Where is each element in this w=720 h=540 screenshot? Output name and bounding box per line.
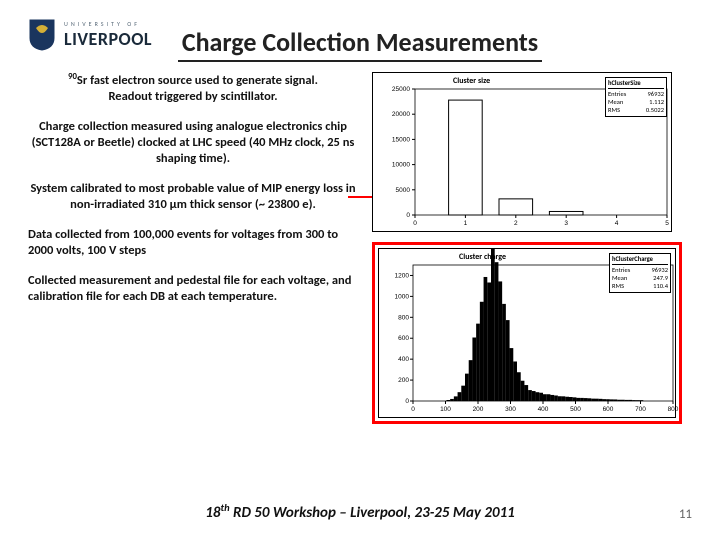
logo-liverpool: LIVERPOOL: [64, 28, 152, 50]
chart2-title: Cluster charge: [459, 252, 506, 262]
svg-text:0: 0: [405, 398, 409, 405]
chart1-title: Cluster size: [453, 76, 490, 86]
svg-text:600: 600: [603, 406, 614, 413]
crest-icon: [28, 18, 56, 52]
svg-text:200: 200: [398, 377, 409, 384]
svg-text:1200: 1200: [395, 272, 410, 279]
svg-text:700: 700: [635, 406, 646, 413]
svg-text:20000: 20000: [392, 111, 410, 118]
para-chip: Charge collection measured using analogu…: [28, 119, 358, 167]
svg-text:0: 0: [413, 220, 417, 227]
chart-cluster-size: Cluster size hClusterSize Entries96932 M…: [372, 72, 672, 232]
svg-text:10000: 10000: [392, 162, 410, 169]
svg-text:4: 4: [615, 220, 619, 227]
svg-text:200: 200: [473, 406, 484, 413]
svg-text:400: 400: [398, 356, 409, 363]
para-calib: System calibrated to most probable value…: [28, 181, 358, 213]
svg-text:800: 800: [668, 406, 679, 413]
chart1-stats: hClusterSize Entries96932 Mean1.112 RMS0…: [605, 77, 667, 117]
svg-text:3: 3: [564, 220, 568, 227]
para-files: Collected measurement and pedestal file …: [28, 273, 358, 305]
para-source: 90Sr fast electron source used to genera…: [28, 72, 358, 105]
svg-text:1000: 1000: [395, 293, 410, 300]
chart-column: Cluster size hClusterSize Entries96932 M…: [372, 72, 692, 424]
logo-univ: UNIVERSITY OF: [64, 20, 152, 28]
svg-text:100: 100: [440, 406, 451, 413]
chart-cluster-charge: Cluster charge hClusterCharge Entries969…: [378, 248, 676, 418]
svg-text:2: 2: [514, 220, 518, 227]
page-title: Charge Collection Measurements: [178, 26, 542, 62]
text-column: 90Sr fast electron source used to genera…: [28, 72, 358, 424]
svg-text:400: 400: [538, 406, 549, 413]
page-number: 11: [679, 507, 692, 522]
chart2-stats: hClusterCharge Entries96932 Mean247.9 RM…: [609, 253, 671, 293]
svg-text:300: 300: [505, 406, 516, 413]
svg-text:800: 800: [398, 314, 409, 321]
svg-text:25000: 25000: [392, 86, 410, 93]
svg-text:15000: 15000: [392, 136, 410, 143]
svg-text:1: 1: [464, 220, 468, 227]
svg-text:500: 500: [570, 406, 581, 413]
svg-text:600: 600: [398, 335, 409, 342]
svg-text:0: 0: [411, 406, 415, 413]
svg-text:5000: 5000: [396, 187, 411, 194]
para-data: Data collected from 100,000 events for v…: [28, 227, 358, 259]
svg-text:5: 5: [665, 220, 669, 227]
footer: 18th RD 50 Workshop – Liverpool, 23-25 M…: [0, 501, 720, 522]
svg-text:0: 0: [406, 212, 410, 219]
chart-highlight-box: Cluster charge hClusterCharge Entries969…: [372, 242, 682, 424]
